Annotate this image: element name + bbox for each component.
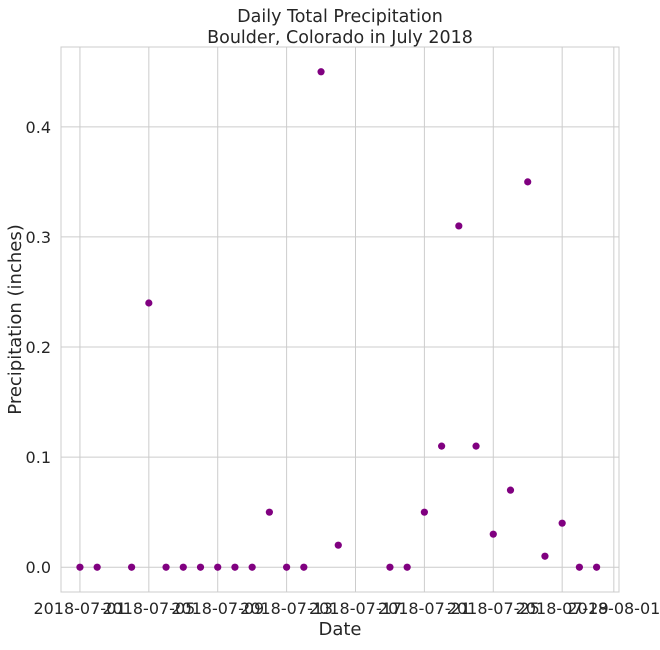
data-point <box>386 563 394 571</box>
data-point <box>558 519 566 527</box>
x-tick-label: 2018-07-25 <box>447 599 540 618</box>
x-tick-label: 2018-07-17 <box>309 599 402 618</box>
y-tick-label: 0.4 <box>26 118 51 137</box>
x-tick-label: 2018-07-21 <box>378 599 471 618</box>
data-point <box>179 563 187 571</box>
data-point <box>506 486 515 494</box>
x-tick-label: 2018-07-01 <box>33 599 126 618</box>
data-point <box>455 222 463 230</box>
data-point <box>283 563 291 571</box>
data-point <box>162 563 170 571</box>
y-tick-label: 0.3 <box>26 228 51 247</box>
data-point <box>575 563 583 571</box>
data-point <box>231 563 239 571</box>
data-point <box>214 563 222 571</box>
data-point <box>541 552 549 560</box>
chart-title-line-1: Daily Total Precipitation <box>237 7 443 27</box>
x-tick-label: 2018-07-29 <box>516 599 609 618</box>
data-point <box>317 68 325 76</box>
data-point <box>196 563 205 571</box>
y-tick-label: 0.0 <box>26 558 51 577</box>
x-tick-label: 2018-07-05 <box>102 599 195 618</box>
x-tick-label: 2018-08-01 <box>567 599 660 618</box>
y-gridlines <box>61 126 619 568</box>
data-point <box>489 530 497 538</box>
data-point <box>438 442 446 450</box>
y-tick-label: 0.2 <box>26 338 51 357</box>
data-point <box>265 508 273 516</box>
x-tick-label: 2018-07-13 <box>240 599 333 618</box>
data-point <box>334 541 342 549</box>
x-gridlines <box>79 47 615 592</box>
data-point <box>93 563 101 571</box>
data-points <box>76 68 601 571</box>
data-point <box>128 563 136 571</box>
chart-title-line-2: Boulder, Colorado in July 2018 <box>207 28 473 48</box>
x-tick-labels: 2018-07-012018-07-052018-07-092018-07-13… <box>33 599 660 618</box>
data-point <box>76 563 84 571</box>
data-point <box>420 508 428 516</box>
y-tick-labels: 0.0 0.1 0.2 0.3 0.4 <box>26 118 51 577</box>
plot-frame <box>60 46 620 593</box>
x-axis-label: Date <box>318 619 361 640</box>
y-tick-label: 0.1 <box>26 448 51 467</box>
data-point <box>472 442 480 450</box>
data-point <box>300 563 308 571</box>
data-point <box>593 563 601 571</box>
y-axis-label: Precipitation (inches) <box>5 224 26 414</box>
data-point <box>248 563 256 571</box>
data-point <box>145 299 153 307</box>
data-point <box>403 563 411 571</box>
data-point <box>524 178 532 186</box>
x-tick-label: 2018-07-09 <box>171 599 264 618</box>
plot-area <box>61 47 619 592</box>
